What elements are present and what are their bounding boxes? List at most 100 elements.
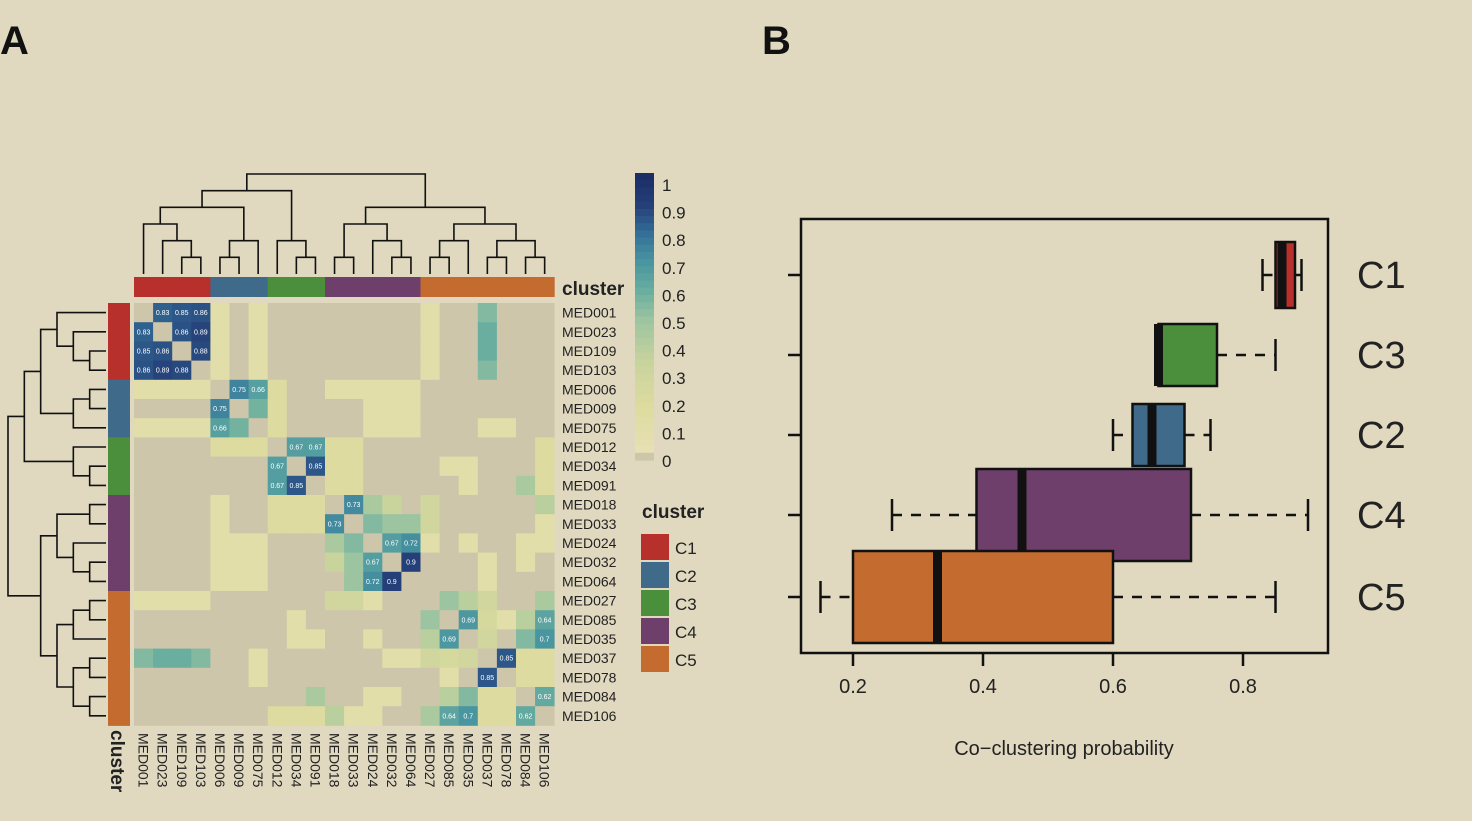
colorbar-segment bbox=[635, 194, 654, 203]
heatmap-cell bbox=[210, 571, 230, 592]
heatmap-cell bbox=[496, 341, 517, 361]
heatmap-cell bbox=[248, 571, 269, 592]
heatmap-cell bbox=[210, 552, 230, 573]
dendrogram-link bbox=[453, 223, 517, 241]
colorbar-tick-label: 0.5 bbox=[662, 314, 686, 333]
dendrogram-link bbox=[429, 256, 450, 274]
heatmap-cell bbox=[344, 437, 364, 457]
heatmap-cell bbox=[172, 379, 192, 400]
cell-value-label: 0.64 bbox=[442, 713, 456, 720]
heatmap-cell bbox=[305, 418, 326, 438]
heatmap-cell bbox=[516, 475, 536, 496]
row-annotation-cell bbox=[108, 629, 130, 650]
heatmap-cell bbox=[535, 360, 555, 381]
heatmap-cell bbox=[477, 360, 498, 381]
heatmap-cell bbox=[153, 591, 173, 611]
box-series bbox=[788, 240, 1310, 645]
heatmap-cell bbox=[535, 437, 555, 457]
heatmap-cell bbox=[477, 648, 498, 669]
colorbar-tick-label: 0.7 bbox=[662, 259, 686, 278]
heatmap-cell bbox=[363, 437, 383, 457]
heatmap-cell bbox=[286, 514, 307, 534]
heatmap-cell bbox=[382, 303, 402, 323]
heatmap-cell bbox=[286, 667, 307, 688]
column-annotation-cell bbox=[229, 277, 250, 297]
heatmap-cell bbox=[305, 514, 326, 534]
heatmap-cell bbox=[420, 341, 440, 361]
heatmap-cell bbox=[210, 648, 230, 669]
column-annotation-cell bbox=[401, 277, 421, 297]
heatmap-cell bbox=[210, 667, 230, 688]
column-labels: MED001 MED023 MED109 MED103 MED006 MED009 MED0… bbox=[136, 733, 553, 788]
heatmap-cell bbox=[248, 706, 269, 726]
column-label: MED001 bbox=[136, 733, 152, 788]
heatmap-cell bbox=[248, 610, 269, 630]
dendrogram-link bbox=[524, 256, 546, 274]
heatmap-cell bbox=[401, 687, 421, 707]
row-label: MED035 bbox=[562, 631, 617, 647]
colorbar: 1 0.9 0.8 0.7 0.6 0.5 0.4 0.3 0.2 0.1 0 bbox=[635, 173, 686, 471]
heatmap-cell bbox=[286, 591, 307, 611]
heatmap-cell bbox=[267, 552, 288, 573]
dendrogram-link bbox=[56, 623, 74, 688]
heatmap-cell bbox=[191, 552, 211, 573]
heatmap-cell bbox=[420, 648, 440, 669]
colorbar-segment bbox=[635, 381, 654, 389]
colorbar-segment bbox=[635, 416, 654, 425]
cell-value-label: 0.67 bbox=[366, 560, 380, 567]
heatmap-cell bbox=[267, 648, 288, 669]
heatmap-cell bbox=[382, 379, 402, 400]
heatmap-cell bbox=[286, 475, 307, 496]
heatmap-cell bbox=[535, 379, 555, 400]
legend-label: C5 bbox=[675, 651, 697, 670]
heatmap-cell bbox=[305, 687, 326, 707]
heatmap-cell bbox=[420, 514, 440, 534]
colorbar-segment bbox=[635, 302, 654, 310]
heatmap-cell bbox=[286, 418, 307, 438]
heatmap-cell bbox=[382, 610, 402, 630]
heatmap-cell bbox=[535, 399, 555, 419]
colorbar-segment bbox=[635, 223, 654, 231]
heatmap-cell bbox=[458, 629, 479, 649]
dendrogram-link bbox=[88, 695, 106, 717]
colorbar-segment bbox=[635, 237, 654, 246]
cell-value-label: 0.88 bbox=[175, 368, 189, 375]
heatmap-cell bbox=[134, 514, 154, 534]
heatmap-cell bbox=[172, 418, 192, 438]
heatmap-cell bbox=[420, 687, 440, 707]
heatmap-cell bbox=[267, 399, 288, 419]
heatmap-cell bbox=[153, 399, 173, 419]
heatmap-cell bbox=[286, 399, 307, 419]
heatmap-cell bbox=[248, 437, 269, 457]
colorbar-segment bbox=[635, 259, 654, 267]
heatmap-cell bbox=[286, 341, 307, 361]
heatmap-cell bbox=[153, 437, 173, 457]
dendrogram-link bbox=[219, 256, 240, 274]
row-cluster-annotation bbox=[108, 303, 130, 726]
heatmap-cell bbox=[248, 648, 269, 669]
dendrogram-link bbox=[88, 599, 106, 621]
heatmap-cell bbox=[458, 514, 479, 534]
heatmap-cell bbox=[172, 687, 192, 707]
colorbar-segment bbox=[635, 352, 654, 361]
cell-value-label: 0.72 bbox=[404, 541, 418, 548]
box-c4 bbox=[788, 467, 1310, 563]
heatmap-cell bbox=[458, 475, 479, 496]
heatmap-cell bbox=[535, 648, 555, 669]
cell-value-label: 0.62 bbox=[538, 694, 552, 701]
heatmap-cell bbox=[344, 418, 364, 438]
heatmap-cell bbox=[496, 475, 517, 496]
x-tick-label: 0.2 bbox=[839, 676, 867, 698]
heatmap-cell bbox=[153, 456, 173, 477]
heatmap-cell bbox=[516, 533, 536, 553]
cell-value-label: 0.69 bbox=[461, 617, 475, 624]
heatmap-cell bbox=[210, 418, 230, 438]
cell-value-label: 0.86 bbox=[175, 329, 189, 336]
heatmap-cell bbox=[325, 341, 345, 361]
heatmap-cell bbox=[516, 552, 536, 573]
heatmap-cell bbox=[286, 571, 307, 592]
heatmap-cell bbox=[401, 379, 421, 400]
row-annotation-cell bbox=[108, 456, 130, 477]
heatmap-cell bbox=[363, 571, 383, 592]
heatmap-cell bbox=[134, 341, 154, 361]
